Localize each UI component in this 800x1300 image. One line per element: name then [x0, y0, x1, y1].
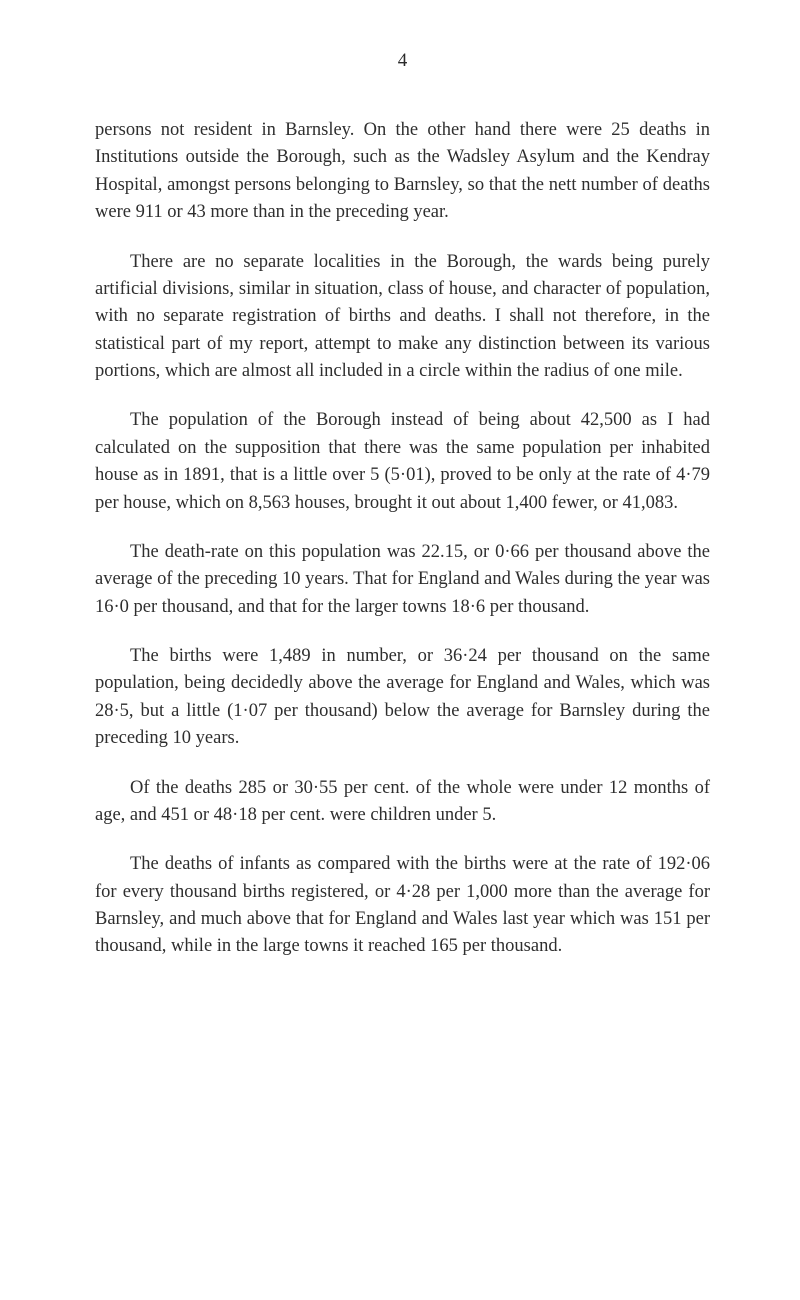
page-number: 4	[95, 50, 710, 72]
paragraph-6: Of the deaths 285 or 30·55 per cent. of …	[95, 775, 710, 830]
paragraph-7: The deaths of infants as compared with t…	[95, 851, 710, 961]
paragraph-1: persons not resident in Barnsley. On the…	[95, 117, 710, 227]
paragraph-2: There are no separate localities in the …	[95, 249, 710, 386]
paragraph-4: The death-rate on this population was 22…	[95, 539, 710, 621]
paragraph-3: The population of the Borough instead of…	[95, 407, 710, 517]
paragraph-5: The births were 1,489 in number, or 36·2…	[95, 643, 710, 753]
